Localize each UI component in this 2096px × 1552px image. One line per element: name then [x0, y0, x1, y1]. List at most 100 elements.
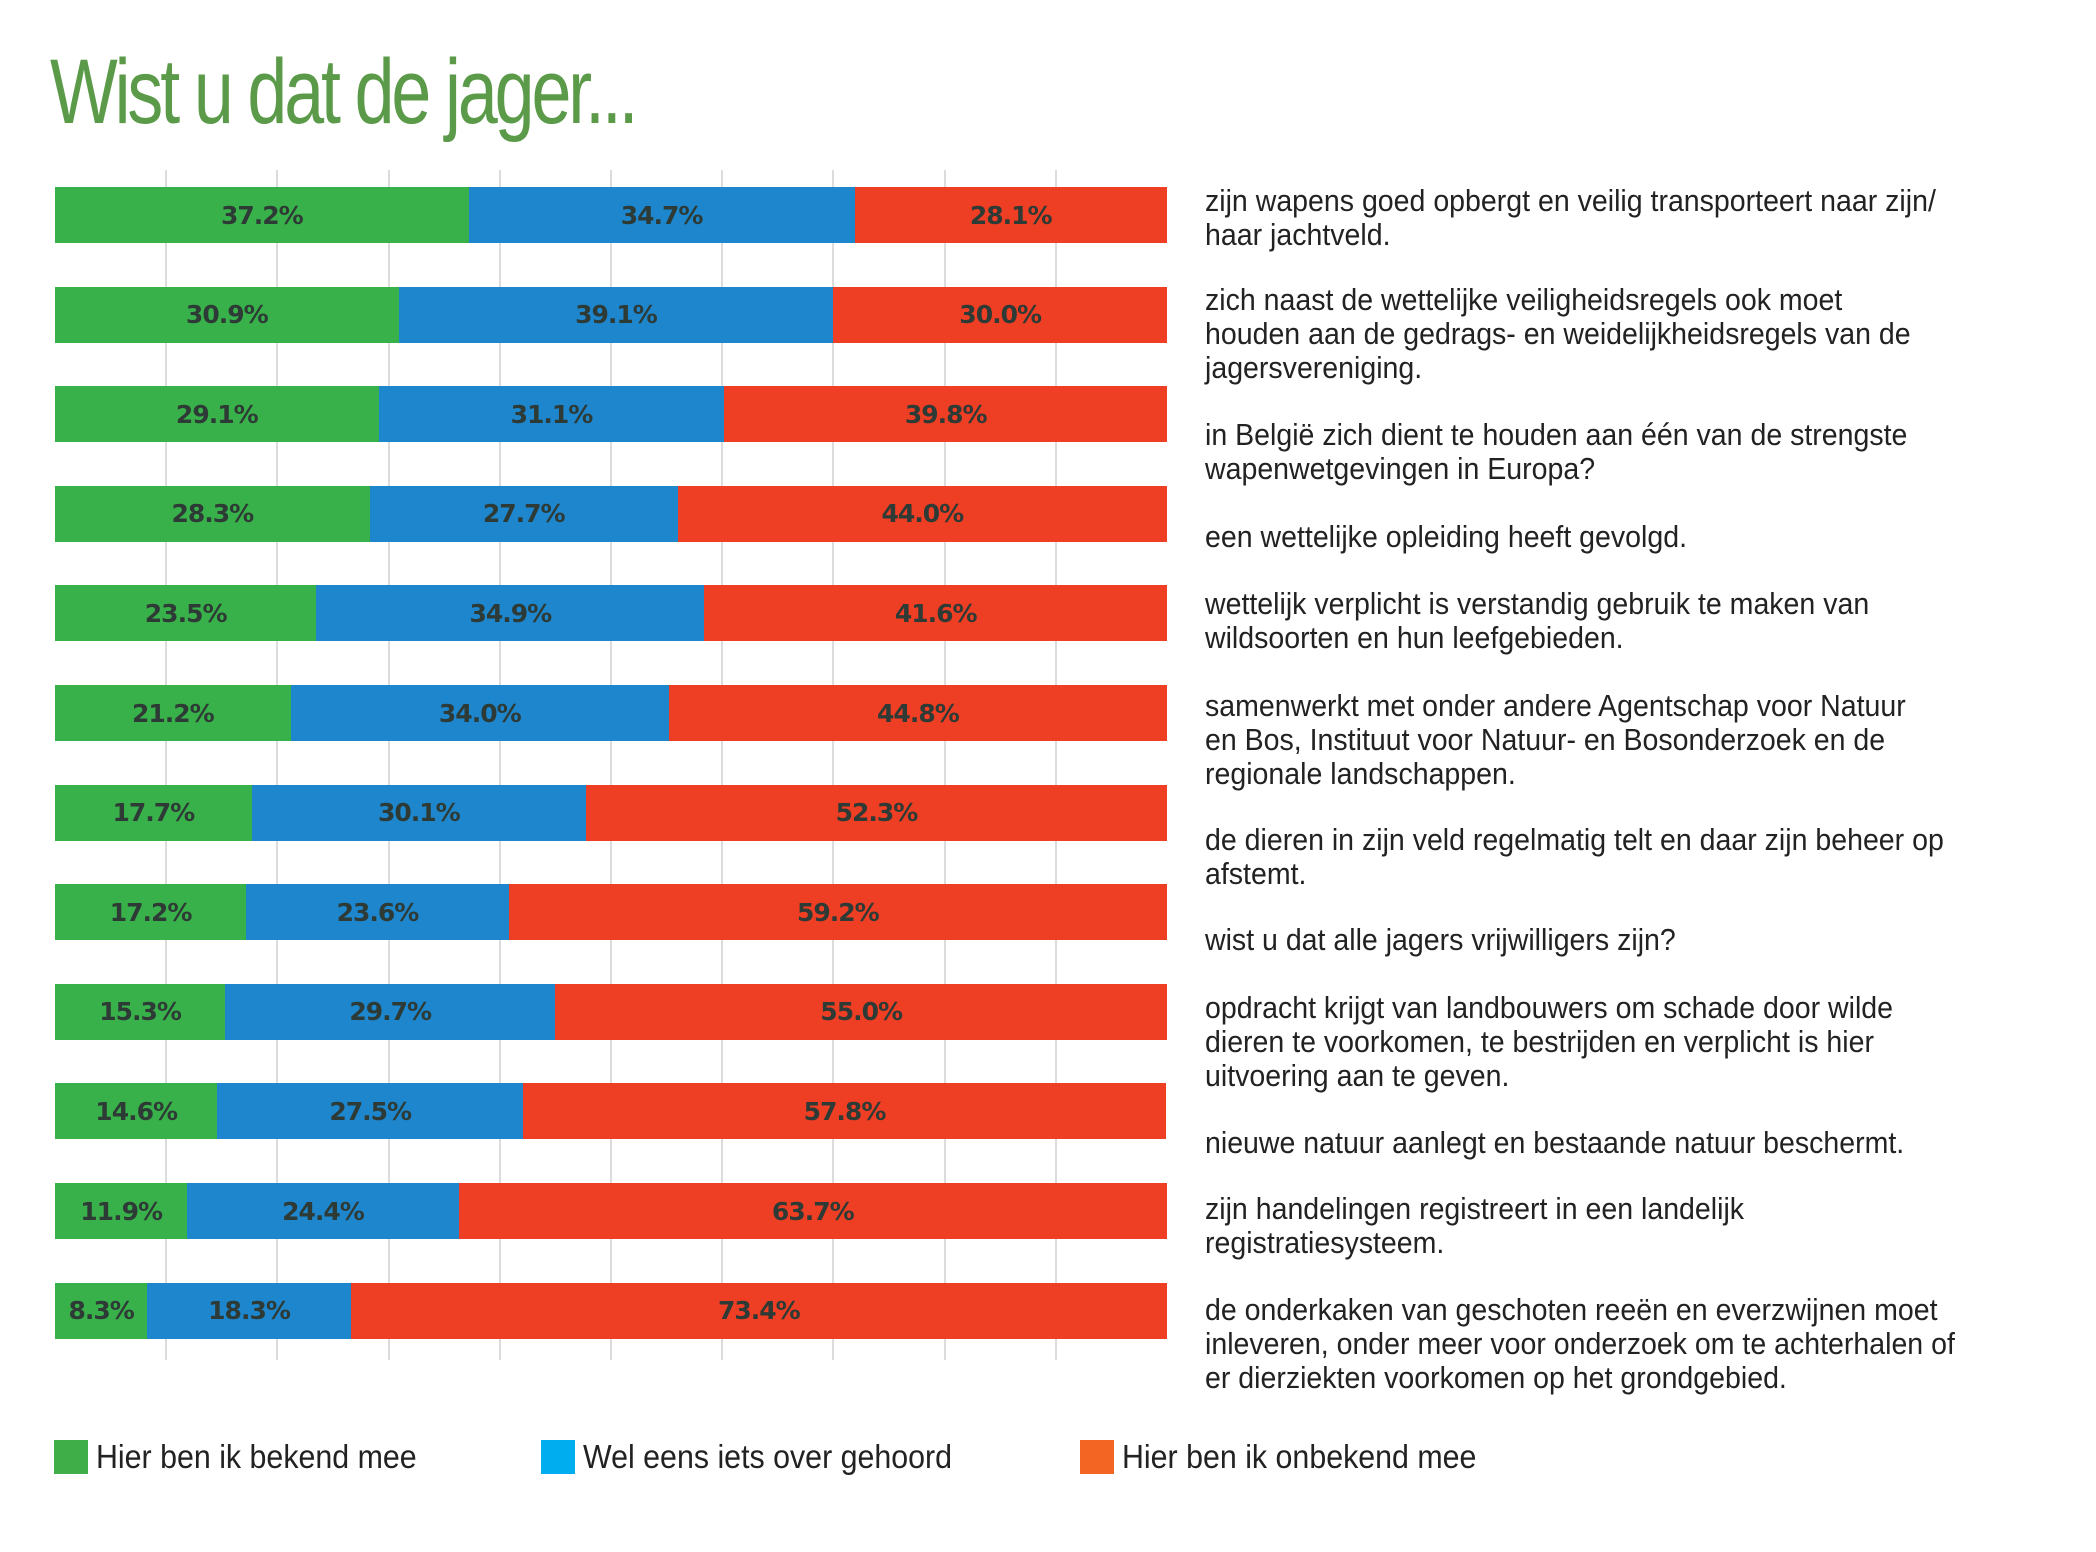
- segment-unknown: 44.0%: [677, 485, 1167, 542]
- data-label: 18.3%: [208, 1296, 291, 1326]
- gridline-80: [943, 170, 946, 1360]
- segment-unknown: 73.4%: [350, 1282, 1167, 1339]
- data-label: 28.1%: [969, 200, 1053, 230]
- bar-row: 11.9% 24.4% 63.7%: [55, 1183, 1167, 1239]
- legend: Hier ben ik bekend mee Wel eens iets ove…: [54, 1440, 1543, 1474]
- data-label: 39.8%: [904, 399, 988, 429]
- category-label-line: opdracht krijgt van landbouwers om schad…: [1205, 990, 1894, 1025]
- gridline-20: [276, 170, 279, 1360]
- legend-label-known: Hier ben ik bekend mee: [96, 1438, 417, 1475]
- legend-label-unknown: Hier ben ik onbekend mee: [1121, 1438, 1477, 1475]
- category-label: wist u dat alle jagers vrijwilligers zij…: [1205, 923, 2015, 957]
- category-label: zijn handelingen registreert in een land…: [1205, 1192, 2015, 1260]
- segment-heard: 39.1%: [398, 286, 834, 343]
- segment-heard: 34.0%: [290, 685, 669, 741]
- category-label-line: wapenwetgevingen in Europa?: [1205, 451, 1596, 486]
- category-label-line: de onderkaken van geschoten reeën en eve…: [1205, 1292, 1938, 1327]
- segment-unknown: 44.8%: [668, 685, 1167, 741]
- data-label: 30.9%: [185, 300, 269, 330]
- segment-known: 28.3%: [55, 485, 370, 542]
- data-label: 23.5%: [144, 598, 228, 628]
- segment-known: 37.2%: [55, 187, 469, 243]
- data-label: 44.8%: [877, 698, 960, 728]
- segment-heard: 29.7%: [225, 983, 556, 1040]
- bar-row: 8.3% 18.3% 73.4%: [55, 1282, 1167, 1339]
- category-label-line: en Bos, Instituut voor Natuur- en Bosond…: [1205, 722, 1886, 757]
- data-label: 55.0%: [820, 997, 903, 1027]
- segment-heard: 34.9%: [316, 585, 705, 642]
- legend-item-known: Hier ben ik bekend mee: [54, 1440, 445, 1474]
- category-label-line: er dierziekten voorkomen op het grondgeb…: [1205, 1360, 1787, 1395]
- data-label: 21.2%: [132, 698, 215, 728]
- category-label: opdracht krijgt van landbouwers om schad…: [1205, 991, 2015, 1093]
- segment-known: 21.2%: [55, 685, 291, 741]
- category-label-line: wist u dat alle jagers vrijwilligers zij…: [1205, 922, 1676, 957]
- category-label: samenwerkt met onder andere Agentschap v…: [1205, 689, 2015, 791]
- segment-known: 29.1%: [55, 386, 379, 443]
- category-label-line: regionale landschappen.: [1205, 756, 1516, 791]
- data-label: 29.1%: [175, 399, 259, 429]
- segment-known: 15.3%: [55, 983, 226, 1040]
- data-label: 34.9%: [469, 598, 552, 628]
- segment-known: 17.7%: [55, 784, 252, 841]
- category-label-line: zich naast de wettelijke veiligheidsrege…: [1205, 282, 1843, 317]
- gridline-40: [498, 170, 501, 1360]
- segment-heard: 31.1%: [378, 386, 725, 443]
- chart-title: Wist u dat de jager...: [50, 41, 639, 143]
- gridline-60: [721, 170, 724, 1360]
- category-label: zich naast de wettelijke veiligheidsrege…: [1205, 283, 2015, 385]
- bar-row: 15.3% 29.7% 55.0%: [55, 983, 1167, 1040]
- legend-item-heard: Wel eens iets over gehoord: [540, 1438, 984, 1475]
- segment-heard: 23.6%: [246, 884, 509, 941]
- category-label-line: nieuwe natuur aanlegt en bestaande natuu…: [1205, 1125, 1905, 1160]
- legend-swatch-known: [54, 1440, 88, 1474]
- segment-known: 17.2%: [55, 884, 247, 941]
- data-label: 28.3%: [171, 499, 254, 529]
- segment-known: 23.5%: [55, 585, 317, 642]
- data-label: 57.8%: [803, 1096, 887, 1126]
- segment-known: 8.3%: [55, 1282, 148, 1339]
- data-label: 11.9%: [80, 1196, 163, 1226]
- category-label-line: zijn handelingen registreert in een land…: [1205, 1191, 1745, 1226]
- legend-label-heard: Wel eens iets over gehoord: [582, 1438, 952, 1475]
- category-label-line: een wettelijke opleiding heeft gevolgd.: [1205, 519, 1688, 554]
- segment-unknown: 28.1%: [854, 187, 1167, 243]
- segment-unknown: 30.0%: [833, 286, 1167, 343]
- data-label: 30.0%: [959, 300, 1042, 330]
- category-label-line: jagersvereniging.: [1205, 350, 1423, 385]
- gridline-10: [165, 170, 168, 1360]
- category-label-line: haar jachtveld.: [1205, 217, 1391, 252]
- bar-row: 14.6% 27.5% 57.8%: [55, 1083, 1167, 1140]
- segment-heard: 30.1%: [251, 784, 586, 841]
- category-label: de dieren in zijn veld regelmatig telt e…: [1205, 823, 2015, 891]
- gridline-50: [610, 170, 612, 1360]
- data-label: 63.7%: [771, 1196, 855, 1226]
- segment-heard: 27.5%: [217, 1083, 524, 1140]
- segment-heard: 27.7%: [369, 485, 678, 542]
- segment-heard: 18.3%: [147, 1282, 351, 1339]
- data-label: 44.0%: [881, 499, 964, 529]
- data-label: 41.6%: [894, 598, 978, 628]
- bar-row: 17.2% 23.6% 59.2%: [55, 884, 1167, 941]
- category-label-line: wettelijk verplicht is verstandig gebrui…: [1205, 586, 1870, 621]
- data-label: 59.2%: [796, 897, 880, 927]
- data-label: 39.1%: [575, 300, 658, 330]
- data-label: 52.3%: [835, 798, 919, 828]
- bar-row: 29.1% 31.1% 39.8%: [55, 386, 1167, 443]
- stacked-bar-plot: 37.2% 34.7% 28.1% 30.9% 39.1% 30.0% 29.1% 31.1%…: [55, 170, 1167, 1370]
- data-label: 24.4%: [282, 1196, 365, 1226]
- category-label-line: registratiesysteem.: [1205, 1225, 1445, 1260]
- bar-row: 21.2% 34.0% 44.8%: [55, 685, 1167, 741]
- segment-unknown: 39.8%: [724, 386, 1167, 443]
- data-label: 37.2%: [220, 200, 304, 230]
- category-label: de onderkaken van geschoten reeën en eve…: [1205, 1293, 2015, 1395]
- category-label-line: houden aan de gedrags- en weidelijkheids…: [1205, 316, 1911, 351]
- category-label: een wettelijke opleiding heeft gevolgd.: [1205, 520, 2015, 554]
- data-label: 27.5%: [329, 1096, 412, 1126]
- legend-swatch-heard: [540, 1440, 575, 1474]
- category-label-line: inleveren, onder meer voor onderzoek om …: [1205, 1326, 1955, 1361]
- bar-row: 37.2% 34.7% 28.1%: [55, 187, 1167, 243]
- category-label-line: zijn wapens goed opbergt en veilig trans…: [1205, 183, 1936, 218]
- segment-unknown: 57.8%: [523, 1083, 1166, 1140]
- category-label: zijn wapens goed opbergt en veilig trans…: [1205, 184, 2015, 252]
